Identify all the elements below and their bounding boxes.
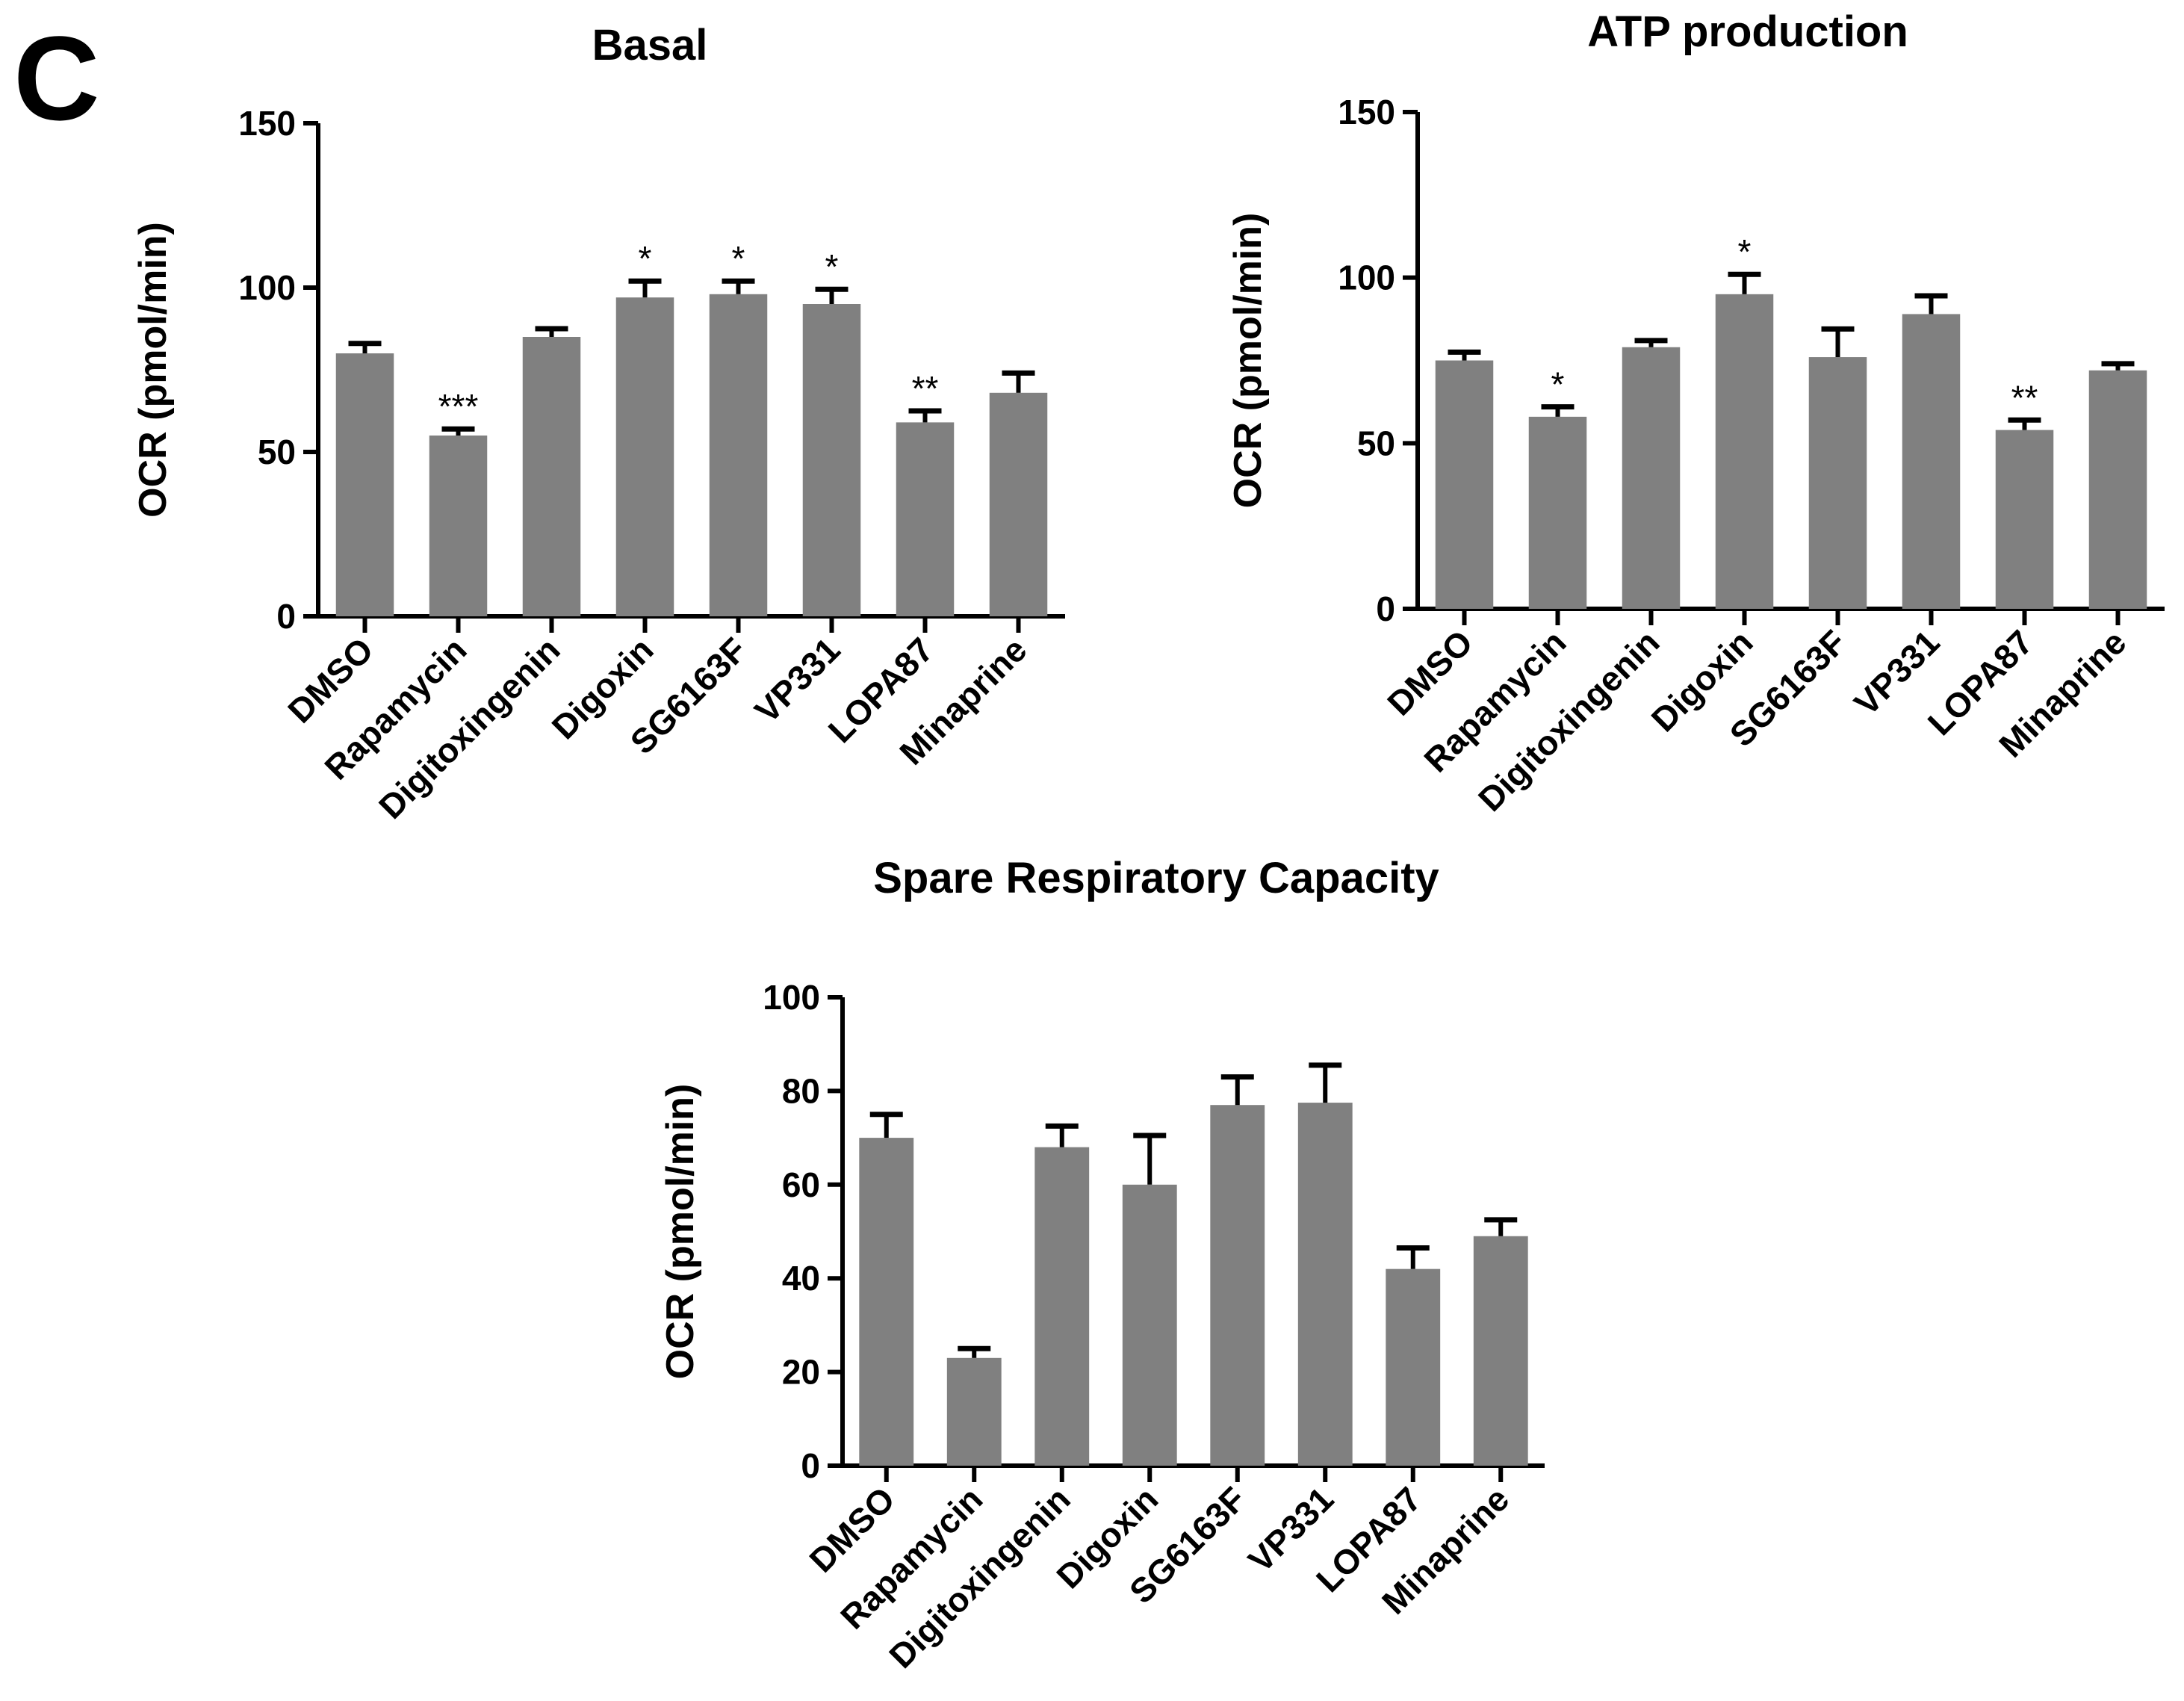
significance-marker: ** — [2011, 378, 2038, 417]
bar — [522, 337, 581, 616]
bar — [709, 294, 768, 616]
significance-marker: *** — [438, 387, 479, 426]
chart-title: ATP production — [1587, 7, 1908, 56]
y-tick-label: 150 — [238, 104, 296, 143]
bar — [1210, 1105, 1265, 1466]
bar — [989, 392, 1048, 616]
bar — [429, 436, 488, 616]
y-tick-label: 100 — [238, 268, 296, 307]
bar — [946, 1357, 1002, 1466]
bar — [1622, 347, 1681, 609]
bar — [1122, 1184, 1177, 1466]
bar — [802, 304, 861, 616]
y-tick-label: 50 — [1357, 424, 1395, 462]
bar — [859, 1138, 914, 1466]
bar — [1473, 1236, 1528, 1466]
y-axis-label: OCR (pmol/min) — [659, 1084, 702, 1380]
bar — [1808, 357, 1867, 609]
bar — [1902, 314, 1961, 609]
y-tick-label: 100 — [763, 978, 820, 1017]
significance-marker: * — [1738, 232, 1752, 271]
bar — [1528, 416, 1587, 609]
y-tick-label: 20 — [782, 1353, 820, 1392]
bar — [615, 297, 674, 616]
y-tick-label: 100 — [1338, 258, 1395, 297]
bar — [2088, 370, 2147, 609]
bar — [1995, 430, 2054, 609]
significance-marker: ** — [912, 369, 939, 408]
y-tick-label: 0 — [1376, 589, 1395, 628]
bar — [1297, 1103, 1353, 1466]
y-tick-label: 40 — [782, 1259, 820, 1298]
significance-marker: * — [732, 239, 745, 278]
bar — [1034, 1147, 1090, 1466]
y-axis-label: OCR (pmol/min) — [131, 222, 175, 518]
y-tick-label: 50 — [258, 433, 296, 471]
y-axis-label: OCR (pmol/min) — [1226, 213, 1270, 509]
chart-title: Basal — [592, 21, 708, 69]
panel-label: C — [13, 11, 100, 145]
chart-title: Spare Respiratory Capacity — [873, 854, 1439, 902]
y-tick-label: 80 — [782, 1071, 820, 1110]
y-tick-label: 0 — [276, 597, 296, 636]
y-tick-label: 60 — [782, 1165, 820, 1204]
bar — [1435, 360, 1494, 609]
bar — [335, 353, 394, 616]
significance-marker: * — [825, 247, 839, 286]
significance-marker: * — [1551, 365, 1565, 404]
bar — [1715, 294, 1774, 609]
chart-spare-respiratory-capacity: Spare Respiratory Capacity OCR (pmol/min)… — [659, 854, 1545, 1676]
y-tick-label: 150 — [1338, 93, 1395, 131]
significance-marker: * — [639, 239, 652, 278]
y-tick-label: 0 — [801, 1446, 820, 1485]
bar — [896, 422, 955, 616]
bar — [1386, 1268, 1441, 1466]
